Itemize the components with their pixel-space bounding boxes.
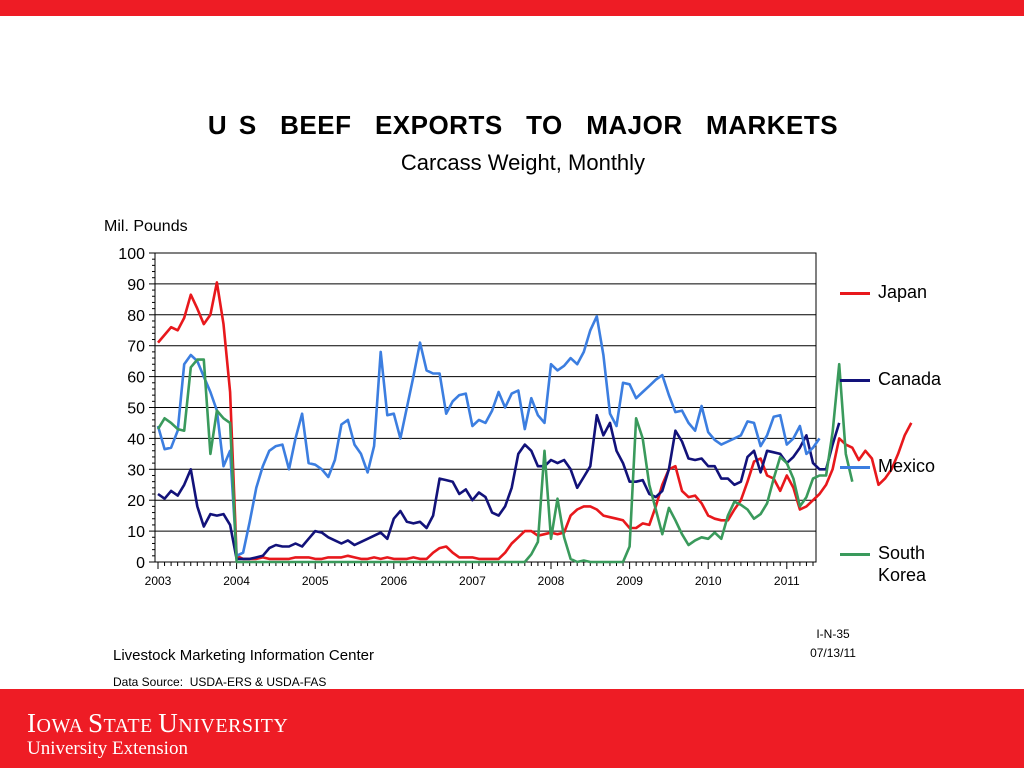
series-line-japan [157,281,913,561]
university-extension-text: University Extension [27,738,188,759]
y-tick-label: 100 [118,246,145,263]
slide-date: 07/13/11 [810,646,856,660]
data-source: Data Source: USDA-ERS & USDA-FAS [113,675,327,689]
chart-subtitle: Carcass Weight, Monthly [400,150,646,175]
series-line-canada [157,413,841,561]
x-tick-label: 2009 [616,574,643,588]
slide-code: I-N-35 07/13/11 [790,625,876,663]
x-tick-label: 2006 [380,574,407,588]
x-tick-label: 2004 [223,574,250,588]
x-tick-label: 2011 [774,574,800,588]
y-tick-label: 20 [127,493,145,510]
x-tick-label: 2010 [695,574,722,588]
y-tick-label: 70 [127,339,145,356]
y-tick-label: 90 [127,277,145,294]
legend-swatch [840,292,870,295]
y-tick-label: 50 [127,401,145,418]
x-tick-label: 2005 [302,574,329,588]
bottom-banner [0,689,1024,768]
x-tick-label: 2007 [459,574,486,588]
legend-swatch [840,379,870,382]
y-tick-label: 0 [136,555,145,572]
y-tick-label: 80 [127,308,145,325]
legend-label: Mexico [878,456,936,476]
line-chart: 0 10 20 30 40 50 60 70 80 90 100 2003 2004 2005 2006 20… [118,246,913,588]
y-tick-label: 10 [127,524,145,541]
top-banner [0,0,1024,16]
y-tick-label: 60 [127,370,145,387]
series-line-mexico [156,314,821,558]
university-logo-text: IOWA STATE UNIVERSITY [27,708,289,738]
legend-label: Japan [878,282,928,302]
legend-label: South Korea [878,543,927,585]
x-tick-label: 2008 [538,574,565,588]
y-tick-label: 30 [127,462,145,479]
slide-id: I-N-35 [816,627,850,641]
chart-title: U S BEEF EXPORTS TO MAJOR MARKETS [207,110,839,140]
y-tick-label: 40 [127,431,145,448]
legend-swatch [840,466,870,469]
legend-label: Canada [878,369,942,389]
x-tick-label: 2003 [145,574,172,588]
series-line-south-korea [156,358,854,564]
organization-name: Livestock Marketing Information Center [113,647,374,664]
legend-swatch [840,553,870,556]
y-axis-label: Mil. Pounds [104,218,188,235]
